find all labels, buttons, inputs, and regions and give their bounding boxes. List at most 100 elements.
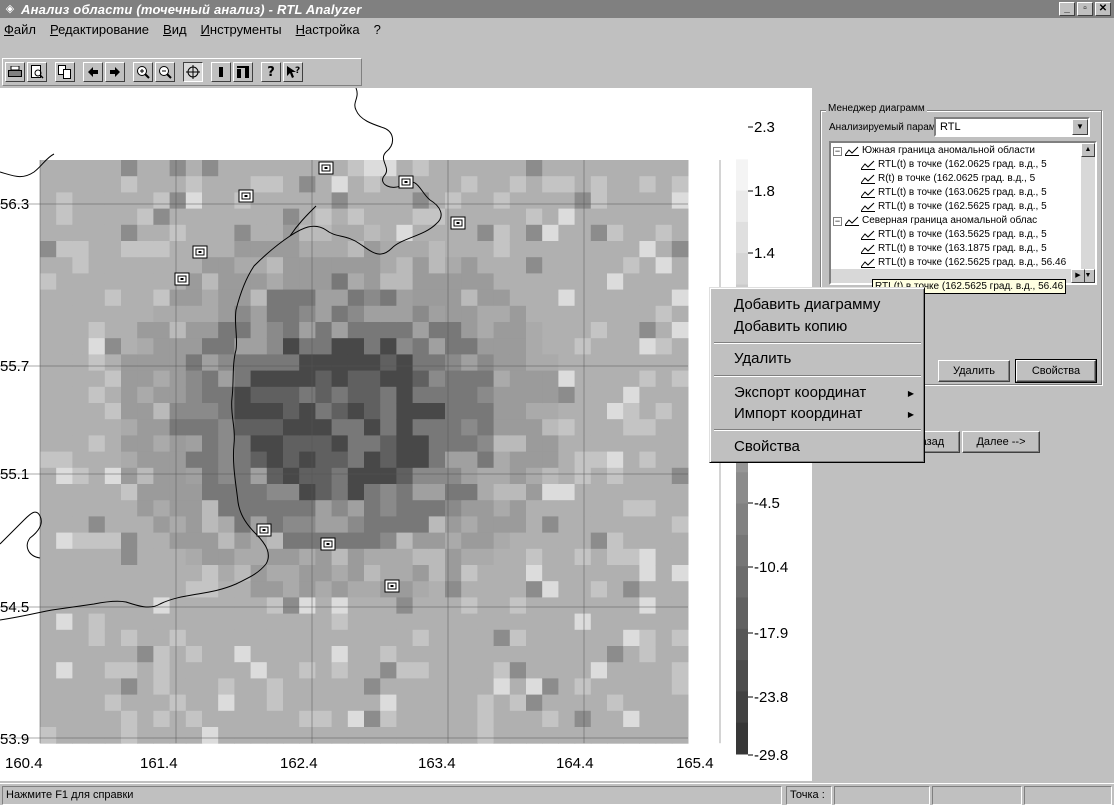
map-cell [493,354,511,372]
map-cell [623,581,640,598]
map-cell [639,338,657,355]
map-cell [671,581,689,598]
map-cell [574,305,592,323]
map-cell [283,662,300,679]
scroll-right-icon[interactable]: ▶ [1071,269,1085,283]
arrow-left-icon[interactable] [83,62,103,82]
menu-file[interactable]: Файл [4,21,36,37]
map-cell [121,694,138,712]
map-cell [428,581,446,598]
minimize-button[interactable]: _ [1059,2,1075,16]
map-cell [623,532,640,550]
delete-button[interactable]: Удалить [938,360,1010,382]
properties-button[interactable]: Свойства [1015,359,1097,383]
arrow-right-icon[interactable] [105,62,125,82]
zoom-in-icon[interactable] [133,62,153,82]
map-cell [428,435,446,453]
menu-settings[interactable]: Настройка [295,21,360,37]
ctx-import-coords[interactable]: Импорт координат [734,405,863,422]
tree-chart-item[interactable]: RTL(t) в точке (163.5625 град. в.д., 5 [861,228,1047,242]
map-cell [331,257,349,274]
print-preview-icon[interactable] [27,62,47,82]
menu-edit[interactable]: Редактирование [49,21,150,37]
map-cell [137,678,154,696]
map-cell [412,694,430,712]
bar-icon[interactable] [211,62,231,82]
ctx-add-diagram[interactable]: Добавить диаграмму [734,296,881,313]
collapse-icon[interactable]: − [833,215,842,226]
tree-vertical-scrollbar[interactable]: ▲ ▼ [1081,143,1095,283]
map-cell [509,208,527,226]
map-cell [428,305,446,323]
next-button[interactable]: Далее --> [962,431,1040,453]
map-cell [380,662,397,679]
scroll-up-icon[interactable]: ▲ [1081,143,1095,157]
map-cell [153,305,171,323]
chevron-down-icon[interactable]: ▼ [1072,119,1088,135]
map-cell [234,386,252,404]
tree-group-item[interactable]: − Южная граница аномальной области [833,144,1035,158]
bar-pair-icon[interactable] [233,62,253,82]
tree-chart-item[interactable]: RTL(t) в точке (163.1875 град. в.д., 5 [861,242,1047,256]
close-button[interactable]: ✕ [1095,2,1111,16]
map-cell [396,403,414,420]
map-cell [655,710,673,728]
tree-chart-item[interactable]: RTL(t) в точке (163.0625 град. в.д., 5 [861,186,1047,200]
tree-group-item[interactable]: − Северная граница аномальной облас [833,214,1037,228]
map-cell [169,370,187,388]
collapse-icon[interactable]: − [833,145,842,156]
copy-icon[interactable] [55,62,75,82]
tree-chart-item[interactable]: RTL(t) в точке (162.0625 град. в.д., 5 [861,158,1047,172]
menu-help[interactable]: ? [373,21,381,37]
map-cell [671,370,689,388]
print-icon[interactable] [5,62,25,82]
map-cell [671,694,689,712]
app-icon[interactable]: ◈ [5,3,15,15]
menu-view[interactable]: Вид [163,21,187,37]
tree-chart-item[interactable]: RTL(t) в точке (162.5625 град. в.д., 56.… [861,256,1066,270]
map-cell [283,257,300,274]
context-help-icon[interactable]: ? [283,62,303,82]
map-cell [509,710,527,728]
ctx-add-copy[interactable]: Добавить копию [734,318,848,335]
map-cell [396,532,414,550]
tree-chart-item[interactable]: RTL(t) в точке (162.5625 град. в.д., 5 [861,200,1047,214]
tree-chart-item[interactable]: R(t) в точке (162.0625 град. в.д., 5 [861,172,1035,186]
point-select-icon[interactable] [183,62,203,82]
ctx-export-coords[interactable]: Экспорт координат [734,384,867,401]
maximize-button[interactable]: ▫ [1077,2,1093,16]
ctx-delete[interactable]: Удалить [734,350,792,367]
chart-tree[interactable]: RTL(t) в точке (161.9375 град. в.д., 5RT… [829,141,1097,285]
param-select[interactable]: RTL ▼ [934,117,1090,137]
map-cell [412,338,430,355]
map-cell [461,176,478,193]
map-cell [185,500,203,517]
map-cell [234,548,252,566]
map-cell [607,532,624,550]
map-cell [56,354,73,372]
map-cell [509,241,527,258]
map-cell [202,597,219,615]
map-cell [396,548,414,566]
map-cell [574,727,592,744]
map-cell [655,338,673,355]
help-icon[interactable]: ? [261,62,281,82]
map-cell [137,305,154,323]
map-cell [493,678,511,696]
anomaly-map[interactable]: 160.4 161.4 162.4 163.4 164.4 165.456.355.755… [0,88,812,781]
map-cell [364,516,381,534]
colorbar-band [736,597,748,630]
menu-tools[interactable]: Инструменты [200,21,282,37]
map-cell [445,192,462,210]
map-cell [347,532,365,550]
map-cell [218,565,235,582]
map-cell [380,516,397,534]
map-cell [250,451,268,469]
zoom-out-icon[interactable] [155,62,175,82]
map-plot-area[interactable]: 160.4 161.4 162.4 163.4 164.4 165.4 56.3 55.7 55… [0,88,812,781]
ctx-properties[interactable]: Свойства [734,438,800,455]
map-cell [428,273,446,291]
map-cell [202,500,219,517]
map-cell [380,451,397,469]
map-cell [412,370,430,388]
